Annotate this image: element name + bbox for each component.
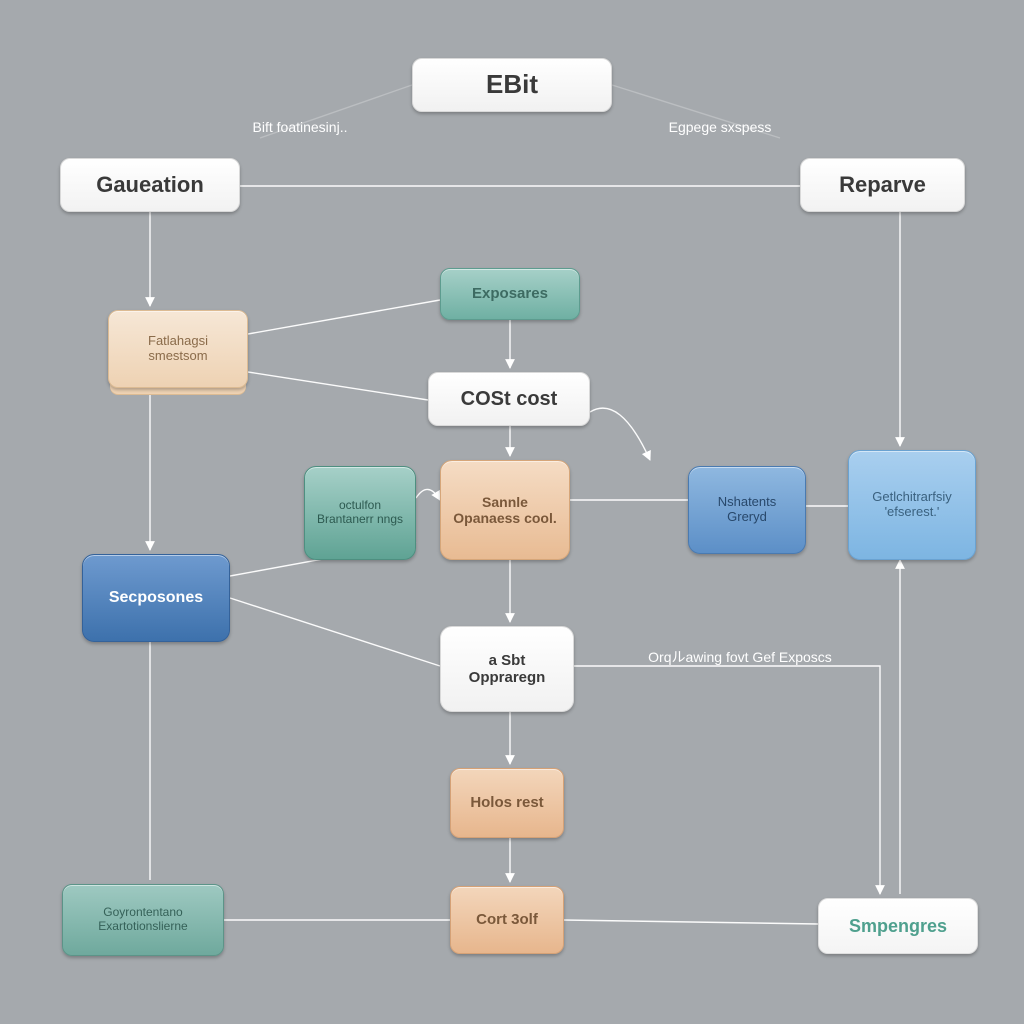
edge bbox=[416, 489, 440, 500]
node-label: Sannle Opanaess cool. bbox=[451, 494, 559, 526]
node-label: a Sbt Oppraregn bbox=[451, 652, 563, 687]
node-reparve: Reparve bbox=[800, 158, 965, 212]
node-gaueation: Gaueation bbox=[60, 158, 240, 212]
node-label: octulfon Brantanerr nngs bbox=[315, 499, 405, 527]
node-octulfon: octulfon Brantanerr nngs bbox=[304, 466, 416, 560]
diagram-canvas: { "background_color": "#a5a9ad", "diagra… bbox=[0, 0, 1024, 1024]
node-getlch: Getlchitrarfsiy 'efserest.' bbox=[848, 450, 976, 560]
edge bbox=[564, 920, 818, 924]
node-asbt: a Sbt Oppraregn bbox=[440, 626, 574, 712]
edge bbox=[260, 85, 412, 138]
node-label: Goyrontentano Exartotionslierne bbox=[73, 906, 213, 934]
node-fatlab: Fatlahagsi smestsom bbox=[108, 310, 248, 388]
node-expoares: Exposares bbox=[440, 268, 580, 320]
node-holos: Holos rest bbox=[450, 768, 564, 838]
node-goyronten: Goyrontentano Exartotionslierne bbox=[62, 884, 224, 956]
node-label: Fatlahagsi smestsom bbox=[119, 334, 237, 364]
node-cort3olf: Cort 3olf bbox=[450, 886, 564, 954]
node-costcost: COSt cost bbox=[428, 372, 590, 426]
edge bbox=[612, 85, 780, 138]
edge bbox=[230, 598, 440, 666]
node-label: Secposones bbox=[109, 589, 203, 607]
node-label: Smpengres bbox=[849, 916, 947, 937]
node-ebit: EBit bbox=[412, 58, 612, 112]
node-label: COSt cost bbox=[461, 388, 558, 411]
node-samle: Sannle Opanaess cool. bbox=[440, 460, 570, 560]
node-label: Gaueation bbox=[96, 172, 204, 197]
node-smpergres: Smpengres bbox=[818, 898, 978, 954]
lbl-orqh: Orqルawing fovt Gef Exposcs bbox=[600, 650, 880, 665]
node-label: Exposares bbox=[472, 285, 548, 302]
node-label: Reparve bbox=[839, 172, 926, 197]
node-nshatents: Nshatents Greryd bbox=[688, 466, 806, 554]
edge bbox=[590, 408, 650, 460]
node-secposones: Secposones bbox=[82, 554, 230, 642]
edge bbox=[574, 666, 880, 894]
edge bbox=[248, 300, 440, 334]
node-label: Cort 3olf bbox=[476, 911, 538, 928]
node-label: Nshatents Greryd bbox=[699, 495, 795, 525]
lbl-bift: Bift foatinesinj.. bbox=[190, 120, 410, 135]
node-label: Holos rest bbox=[470, 794, 543, 811]
node-label: Getlchitrarfsiy 'efserest.' bbox=[859, 490, 965, 520]
edge bbox=[248, 372, 428, 400]
node-label: EBit bbox=[486, 70, 538, 100]
lbl-egpe: Egpege sxspess bbox=[620, 120, 820, 135]
